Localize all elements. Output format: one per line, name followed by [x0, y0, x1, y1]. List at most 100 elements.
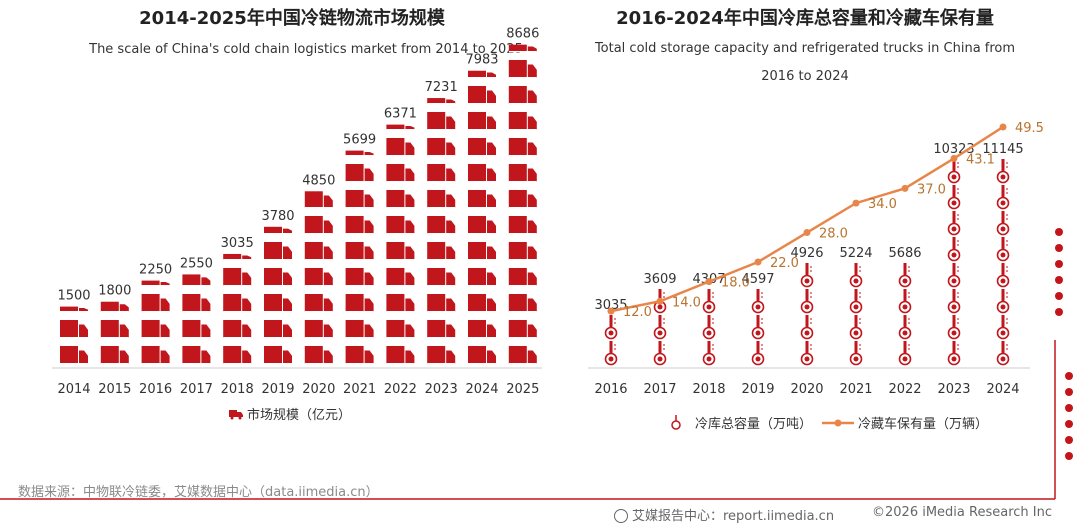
storage-value-2022: 5686 — [888, 246, 921, 261]
bar-value-2017: 2550 — [180, 256, 213, 271]
trucks-value-2016: 12.0 — [623, 305, 652, 320]
trucks-value-2022: 37.0 — [917, 182, 946, 197]
x-tick-2015: 2015 — [98, 382, 131, 397]
legend-trucks-label: 冷藏车保有量（万辆） — [858, 416, 988, 432]
x-tick-2025: 2025 — [506, 382, 539, 397]
truck-bar-2025 — [508, 44, 537, 365]
bar-value-2019: 3780 — [261, 209, 294, 224]
x-tick-2018: 2018 — [221, 382, 254, 397]
trucks-value-2021: 34.0 — [868, 197, 897, 212]
bar-value-2024: 7983 — [465, 53, 498, 68]
bar-value-2023: 7231 — [425, 80, 458, 95]
storage-value-2019: 4597 — [741, 272, 774, 287]
x-tick-2018: 2018 — [692, 382, 725, 397]
right-legend: 冷库总容量（万吨） 冷藏车保有量（万辆） — [671, 415, 988, 432]
left-legend: 市场规模（亿元） — [229, 407, 351, 423]
trucks-value-2024: 49.5 — [1015, 121, 1044, 136]
trucks-value-2020: 28.0 — [819, 227, 848, 242]
trucks-point-2023 — [950, 154, 958, 162]
truck-bar-2015 — [100, 301, 129, 365]
truck-bar-2017 — [182, 274, 211, 365]
trucks-point-2022 — [901, 184, 909, 192]
truck-bar-2020 — [304, 191, 333, 365]
storage-value-2020: 4926 — [790, 246, 823, 261]
x-tick-2016: 2016 — [139, 382, 172, 397]
thermometer-bar-2020 — [800, 263, 814, 366]
thermometer-bar-2022 — [898, 263, 912, 366]
x-tick-2022: 2022 — [384, 382, 417, 397]
thermometer-bar-2023 — [947, 159, 961, 366]
trucks-point-2019 — [754, 258, 762, 266]
storage-value-2017: 3609 — [643, 272, 676, 287]
bar-value-2016: 2250 — [139, 263, 172, 278]
trucks-point-2021 — [852, 199, 860, 207]
right-chart-subtitle: Total cold storage capacity and refriger… — [594, 41, 1015, 56]
footer-site-text: 艾媒报告中心：report.iimedia.cn — [632, 509, 835, 524]
right-chart-title: 2016-2024年中国冷库总容量和冷藏车保有量 — [616, 7, 994, 29]
bar-value-2014: 1500 — [57, 289, 90, 304]
trucks-value-2018: 18.0 — [721, 276, 750, 291]
truck-bar-2019 — [264, 226, 292, 365]
thermometer-legend-icon — [671, 415, 681, 430]
x-tick-2024: 2024 — [986, 382, 1019, 397]
left-x-axis: 2014 2015 2016 2017 2018 2019 2020 2021 2022 2023… — [57, 382, 539, 397]
truck-bar-2024 — [468, 70, 496, 365]
right-x-axis: 2016 2017 2018 2019 2020 2021 2022 2023 2024 — [594, 382, 1019, 397]
x-tick-2017: 2017 — [180, 382, 213, 397]
left-bars: 1500 1800 2250 2550 3035 3780 4850 5699 6371 7231… — [57, 27, 539, 365]
truck-bar-2016 — [141, 280, 170, 365]
x-tick-2022: 2022 — [888, 382, 921, 397]
truck-bar-2022 — [386, 124, 415, 365]
x-tick-2019: 2019 — [741, 382, 774, 397]
x-tick-2019: 2019 — [261, 382, 294, 397]
globe-icon — [614, 509, 628, 523]
thermometer-bar-2018 — [702, 289, 716, 366]
thermometer-bar-2019 — [751, 289, 765, 366]
left-chart-title: 2014-2025年中国冷链物流市场规模 — [139, 7, 446, 29]
right-line-series: 12.0 14.0 18.0 22.0 28.0 34.0 37.0 43.1 49.5 — [607, 121, 1044, 320]
bar-value-2025: 8686 — [506, 27, 539, 42]
thermometer-bar-2021 — [849, 263, 863, 366]
right-chart-subtitle-2: 2016 to 2024 — [761, 69, 848, 84]
x-tick-2014: 2014 — [57, 382, 90, 397]
truck-bar-2018 — [223, 253, 252, 365]
trucks-point-2016 — [607, 307, 615, 315]
right-bars: 30353609430745974926522456861032311145 — [594, 142, 1024, 366]
trucks-point-2017 — [656, 297, 664, 305]
truck-bar-2023 — [427, 98, 456, 365]
left-legend-label: 市场规模（亿元） — [247, 407, 351, 423]
storage-value-2021: 5224 — [839, 246, 872, 261]
thermometer-bar-2024 — [996, 159, 1010, 366]
storage-value-2024: 11145 — [982, 142, 1023, 157]
x-tick-2021: 2021 — [839, 382, 872, 397]
x-tick-2017: 2017 — [643, 382, 676, 397]
trucks-value-2019: 22.0 — [770, 256, 799, 271]
data-source: 数据来源：中物联冷链委，艾媒数据中心（data.iimedia.cn） — [18, 485, 379, 500]
bar-value-2022: 6371 — [384, 107, 417, 122]
footer-copyright: ©2026 iMedia Research Inc — [872, 505, 1052, 520]
footer-site[interactable]: 艾媒报告中心：report.iimedia.cn — [614, 505, 834, 524]
left-chart-subtitle: The scale of China's cold chain logistic… — [88, 42, 523, 57]
bar-value-2020: 4850 — [302, 173, 335, 188]
trucks-value-2023: 43.1 — [966, 152, 995, 167]
thermometer-bar-2016 — [604, 315, 618, 366]
x-tick-2023: 2023 — [425, 382, 458, 397]
truck-bar-2021 — [345, 150, 374, 365]
trucks-point-2018 — [705, 278, 713, 286]
x-tick-2020: 2020 — [790, 382, 823, 397]
x-tick-2016: 2016 — [594, 382, 627, 397]
market-scale-chart: 2014-2025年中国冷链物流市场规模 The scale of China'… — [52, 7, 542, 423]
trucks-value-2017: 14.0 — [672, 295, 701, 310]
bar-value-2018: 3035 — [221, 236, 254, 251]
bar-value-2015: 1800 — [98, 284, 131, 299]
bar-value-2021: 5699 — [343, 133, 376, 148]
x-tick-2024: 2024 — [465, 382, 498, 397]
x-tick-2020: 2020 — [302, 382, 335, 397]
truck-bar-2014 — [60, 306, 88, 365]
cold-storage-chart: 2016-2024年中国冷库总容量和冷藏车保有量 Total cold stor… — [588, 7, 1044, 432]
x-tick-2021: 2021 — [343, 382, 376, 397]
truck-legend-icon — [229, 410, 243, 417]
x-tick-2023: 2023 — [937, 382, 970, 397]
trucks-point-2024 — [999, 123, 1007, 131]
legend-storage-label: 冷库总容量（万吨） — [695, 416, 812, 432]
